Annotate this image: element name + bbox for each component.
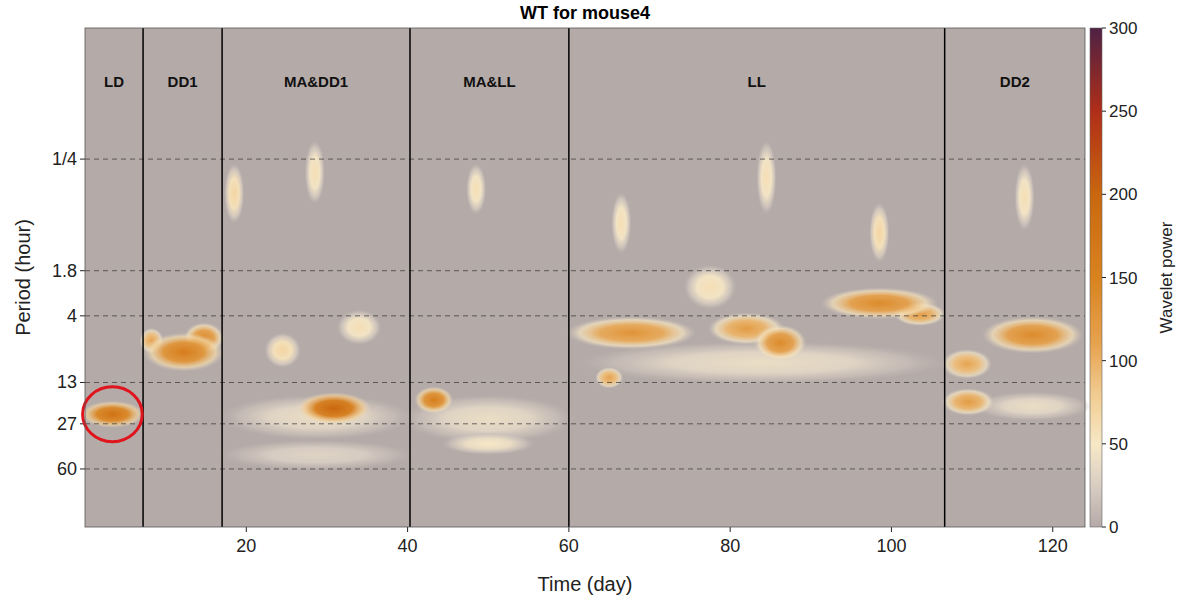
colorbar-tick-label: 0 <box>1109 518 1118 537</box>
colorbar-tick <box>1102 28 1106 29</box>
plot-frame <box>85 28 1085 527</box>
phase-label: DD1 <box>168 73 198 90</box>
highlight-circle <box>83 387 143 442</box>
x-tick-label: 40 <box>398 536 418 556</box>
cell <box>611 192 631 253</box>
colorbar-tick-label: 250 <box>1109 102 1137 121</box>
cell <box>756 140 776 214</box>
phase-boundary <box>568 28 570 527</box>
cell <box>595 367 623 388</box>
cell <box>754 325 806 361</box>
x-tick-label: 80 <box>720 536 740 556</box>
cell <box>821 288 938 319</box>
colorbar-tick-label: 100 <box>1109 352 1137 371</box>
cell <box>942 349 992 379</box>
x-tick <box>407 527 408 532</box>
colorbar-tick-label: 200 <box>1109 185 1137 204</box>
cell <box>305 140 325 204</box>
phase-boundary <box>944 28 946 527</box>
colorbar-tick-label: 150 <box>1109 269 1137 288</box>
x-tick-label: 120 <box>1038 536 1068 556</box>
cell <box>224 163 244 223</box>
cell <box>297 392 371 424</box>
colorbar-tick <box>1102 360 1106 361</box>
grid-line <box>85 468 1085 469</box>
phase-label: MA&LL <box>463 73 516 90</box>
y-tick <box>80 382 85 383</box>
x-tick <box>891 527 892 532</box>
x-tick-label: 20 <box>236 536 256 556</box>
colorbar-tick-label: 50 <box>1109 435 1128 454</box>
cell <box>264 333 300 368</box>
grid-line <box>85 382 1085 383</box>
y-tick <box>80 159 85 160</box>
grid-line <box>85 270 1085 271</box>
y-tick <box>80 270 85 271</box>
colorbar-tick <box>1102 277 1106 278</box>
cell <box>942 388 994 415</box>
colorbar-tick-label: 300 <box>1109 19 1137 38</box>
phase-label: MA&DD1 <box>284 73 348 90</box>
colorbar-title: Wavelet power <box>1157 221 1176 333</box>
cell <box>684 265 736 310</box>
y-tick <box>80 315 85 316</box>
colorbar <box>1090 28 1102 527</box>
y-tick-label: 1/4 <box>52 149 77 169</box>
x-tick <box>568 527 569 532</box>
title: WT for mouse4 <box>520 3 650 23</box>
colorbar-tick <box>1102 443 1106 444</box>
cell <box>337 310 381 345</box>
colorbar-tick <box>1102 194 1106 195</box>
y-tick-label: 27 <box>57 414 77 434</box>
phase-label: LL <box>748 73 766 90</box>
phase-label: LD <box>104 73 124 90</box>
cell <box>144 333 225 372</box>
cell <box>869 203 889 263</box>
phase-boundary <box>409 28 411 527</box>
x-tick <box>730 527 731 532</box>
y-tick <box>80 468 85 469</box>
grid-line <box>85 423 1085 424</box>
colorbar-tick <box>1102 527 1106 528</box>
cell <box>1014 163 1034 230</box>
cell <box>414 386 453 413</box>
y-axis-title: Period (hour) <box>12 219 34 336</box>
cell <box>442 432 535 454</box>
y-tick-label: 60 <box>57 459 77 479</box>
cell <box>982 317 1083 354</box>
plot-background <box>85 28 1085 527</box>
grid-line <box>85 315 1085 316</box>
grid-line <box>85 159 1085 160</box>
y-tick-label: 4 <box>67 306 77 326</box>
phase-label: DD2 <box>1000 73 1030 90</box>
x-tick-label: 100 <box>876 536 906 556</box>
cell <box>567 317 696 350</box>
x-tick-label: 60 <box>559 536 579 556</box>
x-tick <box>246 527 247 532</box>
y-tick-label: 13 <box>57 372 77 392</box>
chart: WT for mouse4 1/4 1.8 4 13 27 60 20 40 60 80 100 120… <box>0 0 1191 601</box>
cell <box>466 163 486 214</box>
cell <box>220 440 413 470</box>
phase-boundary <box>221 28 223 527</box>
colorbar-tick <box>1102 111 1106 112</box>
x-tick <box>1052 527 1053 532</box>
y-tick-label: 1.8 <box>52 261 77 281</box>
phase-boundary <box>142 28 144 527</box>
x-axis-title: Time (day) <box>538 573 633 595</box>
